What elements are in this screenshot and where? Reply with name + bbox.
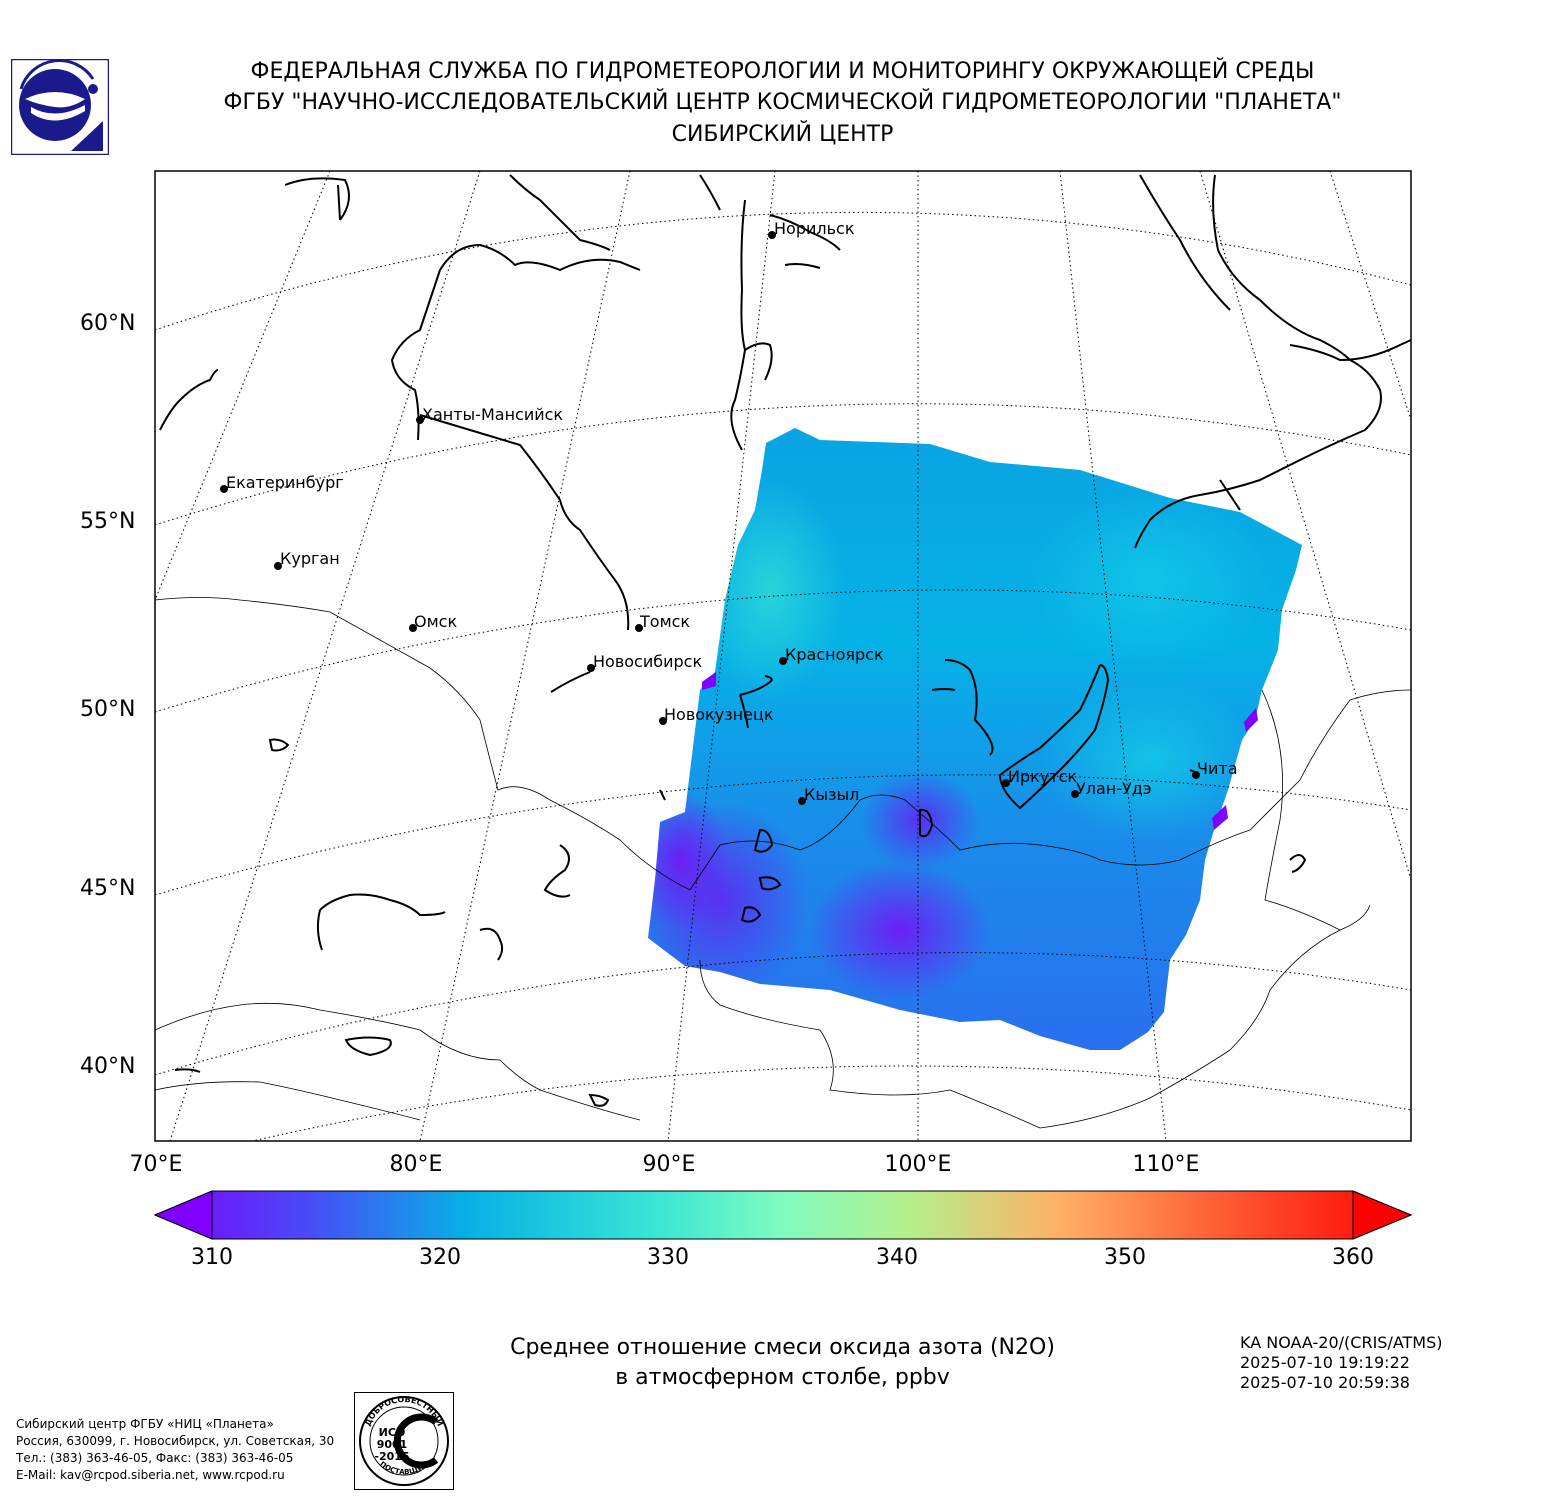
city-label-novosibirsk: Новосибирск [593, 652, 703, 671]
city-markers [220, 231, 1200, 805]
satellite-name: KA NOAA-20/(CRIS/ATMS) [1240, 1333, 1443, 1352]
city-dot [1071, 790, 1079, 798]
city-label-norilsk: Норильск [774, 219, 855, 238]
iso-label: ИСО [379, 1426, 406, 1439]
city-label-kyzyl: Кызыл [804, 785, 860, 804]
product-caption: Среднее отношение смеси оксида азота (N2… [0, 1333, 1550, 1393]
city-label-kurgan: Курган [280, 549, 340, 568]
city-dot [635, 624, 643, 632]
city-dot [779, 657, 787, 665]
colorbar-tick-310: 310 [191, 1245, 233, 1270]
colorbar-tick-360: 360 [1332, 1245, 1374, 1270]
lat-label-55: 55°N [80, 509, 136, 534]
header-line-1: ФЕДЕРАЛЬНАЯ СЛУЖБА ПО ГИДРОМЕТЕОРОЛОГИИ … [250, 59, 1315, 84]
contacts-line-4: E-Mail: kav@rcpod.siberia.net, www.rcpod… [16, 1468, 285, 1482]
swath-edge-patch [1244, 708, 1258, 732]
lat-label-60: 60°N [80, 311, 136, 336]
city-dot [220, 485, 228, 493]
caption-line-1: Среднее отношение смеси оксида азота (N2… [510, 1335, 1055, 1360]
city-label-omsk: Омск [414, 612, 458, 631]
lon-label-90: 90°E [642, 1152, 696, 1177]
city-dot [274, 562, 282, 570]
graticule [155, 171, 1411, 1141]
city-dot [659, 717, 667, 725]
map-frame [154, 170, 1412, 1142]
lat-label-50: 50°N [80, 697, 136, 722]
contacts-line-3: Тел.: (383) 363-46-05, Факс: (383) 363-4… [16, 1451, 294, 1465]
city-dot [587, 664, 595, 672]
satellite-start-time: 2025-07-10 19:19:22 [1240, 1353, 1410, 1372]
header-line-2: ФГБУ "НАУЧНО-ИССЛЕДОВАТЕЛЬСКИЙ ЦЕНТР КОС… [223, 90, 1342, 115]
lat-label-45: 45°N [80, 876, 136, 901]
contacts-line-2: Россия, 630099, г. Новосибирск, ул. Сове… [16, 1434, 335, 1448]
city-label-khanty-mansiysk: Ханты-Мансийск [422, 405, 564, 424]
swath-edge-patch [702, 672, 716, 690]
caption-line-2: в атмосферном столбе, ppbv [615, 1365, 950, 1390]
contacts-block: Сибирский центр ФГБУ «НИЦ «Планета» Росс… [16, 1416, 334, 1484]
city-label-novokuznetsk: Новокузнецк [664, 705, 774, 724]
satellite-info: KA NOAA-20/(CRIS/ATMS) 2025-07-10 19:19:… [1240, 1333, 1443, 1393]
lon-label-110: 110°E [1132, 1152, 1200, 1177]
city-dot [798, 797, 806, 805]
colorbar-under-arrow [153, 1190, 213, 1240]
city-label-chita: Чита [1197, 759, 1238, 778]
city-label-tomsk: Томск [640, 612, 691, 631]
satellite-end-time: 2025-07-10 20:59:38 [1240, 1373, 1410, 1392]
colorbar-tick-320: 320 [419, 1245, 461, 1270]
lon-label-80: 80°E [389, 1152, 443, 1177]
colorbar-body [153, 1190, 1413, 1240]
city-dot [768, 231, 776, 239]
iso-year: -2015 [374, 1450, 409, 1463]
city-dot [409, 624, 417, 632]
city-label-ulan-ude: Улан-Удэ [1076, 779, 1152, 798]
colorbar-over-arrow [1352, 1190, 1413, 1240]
city-label-krasnoyarsk: Красноярск [785, 645, 884, 664]
colorbar-tick-350: 350 [1104, 1245, 1146, 1270]
lon-label-70: 70°E [129, 1152, 183, 1177]
coastlines-rivers [159, 174, 1411, 1107]
city-label-irkutsk: Иркутск [1008, 767, 1078, 786]
planeta-logo [11, 59, 109, 155]
country-borders [155, 597, 1411, 1129]
city-dot [416, 416, 424, 424]
swath-edge-patch [1212, 805, 1228, 830]
contacts-line-1: Сибирский центр ФГБУ «НИЦ «Планета» [16, 1417, 274, 1431]
city-label-yekaterinburg: Екатеринбург [226, 473, 344, 492]
header-line-3: СИБИРСКИЙ ЦЕНТР [671, 122, 894, 147]
iso-badge: ДОБРОСОВЕСТНЫЙ ПОСТАВЩИК ИСО 9001 -2015 [354, 1392, 454, 1490]
city-dot [1002, 779, 1010, 787]
colorbar-tick-340: 340 [876, 1245, 918, 1270]
lat-label-40: 40°N [80, 1054, 136, 1079]
colorbar-tick-330: 330 [647, 1245, 689, 1270]
iso-number: 9001 [377, 1438, 408, 1451]
lon-label-100: 100°E [884, 1152, 952, 1177]
city-dot [1192, 771, 1200, 779]
